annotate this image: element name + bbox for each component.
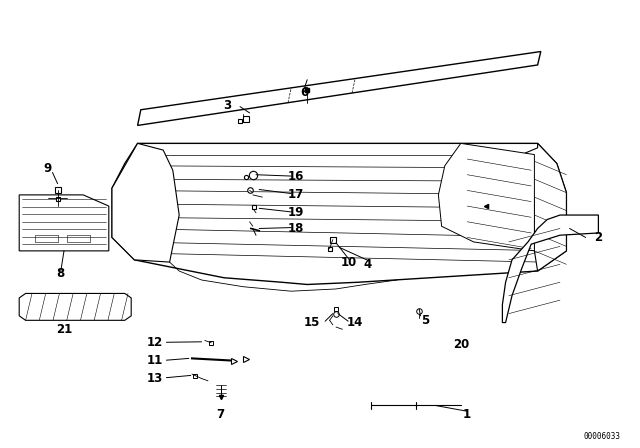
Text: 21: 21 xyxy=(56,323,72,336)
Text: 12: 12 xyxy=(147,336,163,349)
Polygon shape xyxy=(112,143,179,262)
Polygon shape xyxy=(19,195,109,251)
Polygon shape xyxy=(19,293,131,320)
Text: 9: 9 xyxy=(44,161,52,175)
Text: 17: 17 xyxy=(288,188,304,202)
Text: 19: 19 xyxy=(288,206,305,220)
Text: 6: 6 xyxy=(300,86,308,99)
Polygon shape xyxy=(522,143,566,271)
Text: 10: 10 xyxy=(340,255,357,269)
Polygon shape xyxy=(438,143,534,251)
Text: 7: 7 xyxy=(217,408,225,421)
Text: 00006033: 00006033 xyxy=(584,432,621,441)
Text: 4: 4 xyxy=(364,258,372,271)
Polygon shape xyxy=(502,215,598,323)
Text: 11: 11 xyxy=(147,354,163,367)
Text: 2: 2 xyxy=(595,231,602,244)
Text: 15: 15 xyxy=(303,316,320,329)
Text: 5: 5 xyxy=(422,314,429,327)
Text: 13: 13 xyxy=(147,372,163,385)
Text: 14: 14 xyxy=(347,316,364,329)
Text: 8: 8 xyxy=(57,267,65,280)
Text: 16: 16 xyxy=(288,170,305,184)
Polygon shape xyxy=(112,143,566,284)
Text: 1: 1 xyxy=(463,408,471,421)
Text: 18: 18 xyxy=(288,222,305,235)
Text: 3: 3 xyxy=(223,99,231,112)
Text: 20: 20 xyxy=(452,338,469,352)
Polygon shape xyxy=(138,52,541,125)
